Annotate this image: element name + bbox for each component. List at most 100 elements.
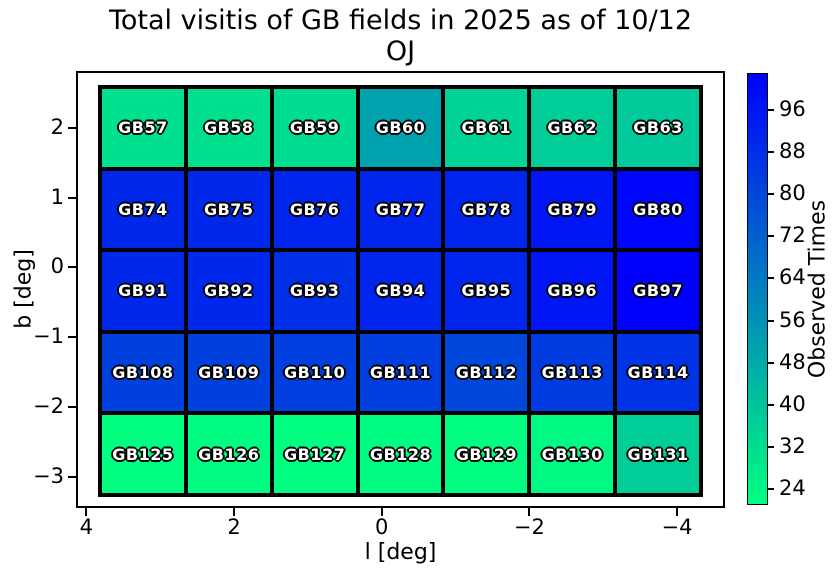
cell-label: GB80 xyxy=(633,199,683,219)
x-tick-label: 4 xyxy=(79,515,94,539)
x-tick-mark xyxy=(528,508,531,516)
heatmap-cell-GB75: GB75 xyxy=(185,168,272,251)
cell-label: GB128 xyxy=(369,444,432,464)
heatmap-cell-GB79: GB79 xyxy=(529,168,616,251)
y-tick-label: −1 xyxy=(33,324,64,349)
heatmap-cell-GB58: GB58 xyxy=(185,87,272,169)
cell-label: GB74 xyxy=(118,199,168,219)
cell-label: GB61 xyxy=(461,118,512,138)
colorbar-gradient xyxy=(747,73,768,505)
colorbar-tick-mark xyxy=(768,319,774,322)
colorbar-tick-label: 80 xyxy=(779,181,806,206)
cell-label: GB126 xyxy=(198,444,260,464)
y-tick-mark xyxy=(68,126,76,129)
x-tick-label: −4 xyxy=(661,515,693,539)
heatmap-cell-GB77: GB77 xyxy=(357,168,444,251)
cell-label: GB94 xyxy=(375,281,426,301)
x-tick-mark xyxy=(676,508,678,516)
heatmap-cell-GB111: GB111 xyxy=(357,331,444,414)
heatmap-cell-GB74: GB74 xyxy=(100,168,186,251)
cell-label: GB108 xyxy=(112,363,174,383)
heatmap-cell-GB130: GB130 xyxy=(529,413,616,495)
colorbar-tick-mark xyxy=(768,193,774,196)
cell-label: GB93 xyxy=(289,281,340,301)
colorbar-tick-mark xyxy=(768,488,774,491)
heatmap-cell-GB127: GB127 xyxy=(271,413,358,495)
heatmap-cell-GB113: GB113 xyxy=(529,331,616,414)
cell-label: GB78 xyxy=(461,199,512,219)
x-tick-mark xyxy=(233,508,235,516)
y-tick-mark xyxy=(68,406,76,409)
y-axis-label: b [deg] xyxy=(11,249,37,329)
colorbar-tick-mark xyxy=(768,277,774,280)
heatmap-cell-GB129: GB129 xyxy=(443,413,530,495)
cell-label: GB97 xyxy=(633,281,683,301)
y-tick-mark xyxy=(68,266,76,269)
cell-label: GB129 xyxy=(455,444,517,464)
cell-label: GB110 xyxy=(284,363,346,383)
y-tick-mark xyxy=(68,476,76,479)
colorbar-tick-label: 64 xyxy=(779,265,806,290)
x-tick-mark xyxy=(85,508,88,516)
cell-label: GB60 xyxy=(375,118,426,138)
colorbar-label: Observed Times xyxy=(805,199,831,379)
colorbar-tick-mark xyxy=(768,151,774,154)
colorbar-tick-mark xyxy=(768,361,774,364)
heatmap-grid: GB57 GB58 GB59 GB60 GB61 GB62 GB63 GB74 GB75 GB76… xyxy=(98,85,703,497)
heatmap-cell-GB128: GB128 xyxy=(357,413,444,495)
colorbar-tick-mark xyxy=(768,235,774,238)
heatmap-cell-GB96: GB96 xyxy=(529,250,616,332)
cell-label: GB57 xyxy=(118,118,168,138)
colorbar-tick-mark xyxy=(768,446,774,449)
heatmap-cell-GB60: GB60 xyxy=(357,87,444,169)
colorbar-tick-label: 56 xyxy=(779,307,806,332)
colorbar-tick-label: 88 xyxy=(779,139,806,164)
cell-label: GB127 xyxy=(284,444,346,464)
chart-title-line1: Total visitis of GB fields in 2025 as of… xyxy=(108,5,693,36)
x-tick-label: 0 xyxy=(374,515,389,539)
x-tick-mark xyxy=(380,508,383,516)
colorbar-tick-mark xyxy=(768,108,774,111)
cell-label: GB113 xyxy=(541,363,603,383)
cell-label: GB58 xyxy=(203,118,254,138)
heatmap-cell-GB76: GB76 xyxy=(271,168,358,251)
y-tick-mark xyxy=(68,196,76,199)
y-tick-mark xyxy=(68,336,76,339)
colorbar-tick-label: 24 xyxy=(779,476,806,501)
cell-label: GB62 xyxy=(547,118,597,138)
cell-label: GB79 xyxy=(547,199,597,219)
colorbar-tick-label: 32 xyxy=(779,434,806,459)
heatmap-cell-GB57: GB57 xyxy=(100,87,186,169)
cell-label: GB125 xyxy=(112,444,174,464)
cell-label: GB63 xyxy=(633,118,683,138)
heatmap-cell-GB108: GB108 xyxy=(100,331,186,414)
cell-label: GB92 xyxy=(203,281,254,301)
cell-label: GB77 xyxy=(375,199,426,219)
heatmap-cell-GB61: GB61 xyxy=(443,87,530,169)
cell-label: GB131 xyxy=(627,444,689,464)
heatmap-cell-GB91: GB91 xyxy=(100,250,186,332)
heatmap-cell-GB112: GB112 xyxy=(443,331,530,414)
cell-label: GB96 xyxy=(547,281,597,301)
y-tick-label: −3 xyxy=(33,464,64,489)
y-tick-label: −2 xyxy=(33,394,64,419)
heatmap-cell-GB125: GB125 xyxy=(100,413,186,495)
cell-label: GB109 xyxy=(198,363,260,383)
y-tick-label: 1 xyxy=(50,184,64,209)
plot-frame xyxy=(76,71,725,508)
cell-label: GB95 xyxy=(461,281,512,301)
x-tick-label: −2 xyxy=(513,515,545,539)
cell-label: GB130 xyxy=(541,444,603,464)
y-tick-label: 0 xyxy=(50,254,64,279)
heatmap-cell-GB63: GB63 xyxy=(615,87,701,169)
cell-label: GB76 xyxy=(289,199,340,219)
cell-label: GB75 xyxy=(203,199,254,219)
heatmap-cell-GB62: GB62 xyxy=(529,87,616,169)
cell-label: GB59 xyxy=(289,118,340,138)
cell-label: GB112 xyxy=(455,363,517,383)
cell-label: GB111 xyxy=(369,363,432,383)
heatmap-cell-GB95: GB95 xyxy=(443,250,530,332)
heatmap-cell-GB94: GB94 xyxy=(357,250,444,332)
heatmap-cell-GB80: GB80 xyxy=(615,168,701,251)
colorbar-tick-label: 72 xyxy=(779,223,806,248)
